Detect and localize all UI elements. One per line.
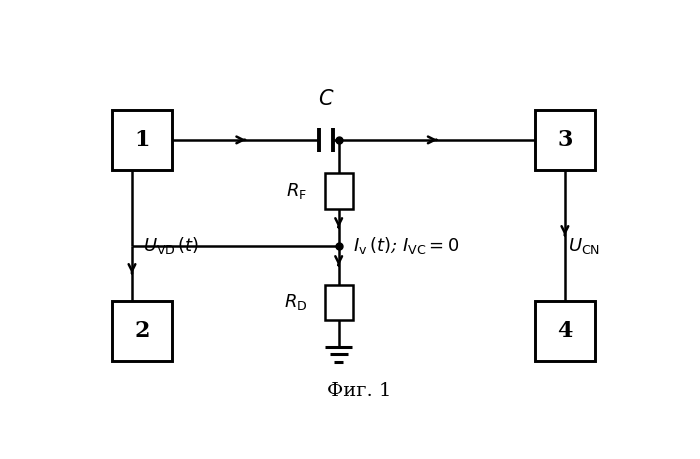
Bar <box>325 174 353 209</box>
Text: 4: 4 <box>557 320 573 342</box>
Bar <box>112 110 172 170</box>
Text: Фиг. 1: Фиг. 1 <box>327 382 391 400</box>
Bar <box>535 301 595 361</box>
Text: $U_\mathrm{VD}\,(t)$: $U_\mathrm{VD}\,(t)$ <box>144 235 200 257</box>
Text: 3: 3 <box>557 129 573 151</box>
Bar <box>112 301 172 361</box>
Text: $C$: $C$ <box>318 89 335 109</box>
Text: 2: 2 <box>134 320 150 342</box>
Bar <box>535 110 595 170</box>
Text: $R_\mathrm{D}$: $R_\mathrm{D}$ <box>284 292 307 313</box>
Text: $U_\mathrm{CN}$: $U_\mathrm{CN}$ <box>568 236 600 256</box>
Text: 1: 1 <box>134 129 150 151</box>
Text: $I_\mathrm{v}\,(t)$; $I_\mathrm{VC}=0$: $I_\mathrm{v}\,(t)$; $I_\mathrm{VC}=0$ <box>354 235 460 257</box>
Bar <box>325 285 353 320</box>
Text: $R_\mathrm{F}$: $R_\mathrm{F}$ <box>286 181 307 201</box>
